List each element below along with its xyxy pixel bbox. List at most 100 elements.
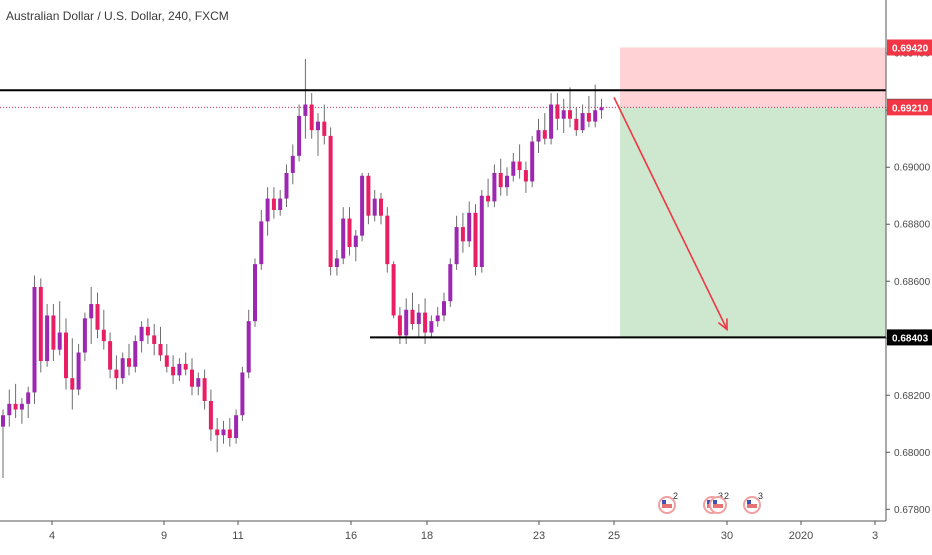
candle-up bbox=[1, 415, 5, 427]
candle-down bbox=[366, 175, 371, 216]
economic-event-flag-canton bbox=[707, 500, 711, 504]
candle-up bbox=[259, 221, 264, 265]
price-tick-label: 0.68800 bbox=[894, 220, 931, 231]
economic-event-flag-canton bbox=[662, 500, 666, 504]
price-tick-label: 0.67800 bbox=[894, 505, 931, 516]
candle-down bbox=[271, 198, 276, 210]
candle-down bbox=[385, 215, 390, 265]
candle-up bbox=[57, 332, 62, 350]
economic-event-count: 3 bbox=[718, 491, 723, 501]
candle-down bbox=[202, 378, 207, 401]
time-tick-label: 9 bbox=[161, 530, 167, 542]
candle-up bbox=[7, 403, 12, 416]
candle-up bbox=[372, 198, 377, 216]
time-tick-label: 25 bbox=[608, 530, 620, 542]
candle-down bbox=[309, 104, 314, 131]
price-axis-background bbox=[886, 0, 932, 550]
candle-down bbox=[227, 429, 232, 439]
candle-down bbox=[542, 130, 547, 139]
candles-group bbox=[1, 58, 604, 478]
candle-down bbox=[208, 400, 213, 430]
candle-up bbox=[19, 403, 24, 410]
candle-down bbox=[574, 118, 579, 131]
price-tick-label: 0.68000 bbox=[894, 448, 931, 459]
price-label-badge bbox=[887, 329, 932, 346]
candle-up bbox=[442, 301, 446, 316]
candle-down bbox=[64, 332, 68, 379]
candle-up bbox=[196, 378, 201, 387]
price-tick-label: 0.69000 bbox=[894, 163, 931, 174]
candle-up bbox=[221, 429, 226, 436]
candle-up bbox=[334, 258, 339, 267]
candle-down bbox=[127, 358, 131, 367]
economic-event-flag bbox=[713, 504, 723, 508]
candle-down bbox=[95, 304, 100, 330]
candle-up bbox=[416, 312, 421, 325]
candle-up bbox=[133, 341, 138, 367]
price-label-text: 0.69420 bbox=[892, 44, 929, 55]
candle-down bbox=[473, 212, 478, 267]
economic-event-count: 2 bbox=[673, 491, 678, 501]
candle-up bbox=[530, 141, 535, 182]
time-tick-label: 18 bbox=[421, 530, 433, 542]
time-tick-label: 2020 bbox=[789, 530, 813, 542]
candle-up bbox=[448, 264, 453, 302]
candle-down bbox=[70, 378, 75, 390]
candle-up bbox=[32, 286, 37, 393]
candle-up bbox=[290, 155, 295, 173]
candle-down bbox=[379, 198, 383, 216]
candle-down bbox=[347, 218, 352, 248]
candle-up bbox=[26, 392, 31, 404]
candle-up bbox=[246, 321, 251, 373]
candle-up bbox=[467, 212, 472, 242]
candle-down bbox=[101, 329, 106, 342]
candle-up bbox=[76, 352, 81, 390]
candle-up bbox=[278, 198, 283, 210]
candle-up bbox=[45, 315, 50, 362]
time-tick-label: 23 bbox=[533, 530, 545, 542]
candle-up bbox=[599, 107, 604, 111]
candle-up bbox=[492, 172, 497, 202]
candle-up bbox=[580, 113, 585, 131]
candle-up bbox=[82, 318, 87, 353]
price-tick-label: 0.68200 bbox=[894, 391, 931, 402]
candle-down bbox=[460, 227, 465, 242]
candle-up bbox=[454, 227, 459, 265]
candle-up bbox=[561, 110, 566, 119]
candle-up bbox=[341, 218, 346, 259]
candle-down bbox=[152, 335, 157, 344]
candle-down bbox=[568, 110, 572, 119]
candle-up bbox=[404, 309, 409, 336]
candle-down bbox=[215, 429, 220, 436]
candle-down bbox=[328, 135, 333, 267]
candle-up bbox=[505, 175, 509, 188]
candle-up bbox=[240, 372, 245, 416]
take-profit-zone bbox=[620, 107, 886, 338]
stop-loss-zone bbox=[620, 47, 886, 108]
candle-down bbox=[164, 355, 169, 367]
price-label-badge bbox=[887, 39, 932, 56]
candle-up bbox=[316, 121, 320, 131]
time-tick-label: 30 bbox=[721, 530, 733, 542]
time-tick-label: 4 bbox=[49, 530, 55, 542]
candle-down bbox=[498, 172, 503, 188]
time-tick-label: 11 bbox=[232, 530, 243, 542]
candle-down bbox=[38, 286, 43, 362]
candle-up bbox=[435, 315, 440, 322]
price-tick-label: 0.68600 bbox=[894, 277, 931, 288]
candle-up bbox=[234, 415, 239, 439]
time-tick-label: 16 bbox=[345, 530, 357, 542]
candle-up bbox=[429, 321, 434, 333]
candle-up bbox=[265, 198, 270, 222]
candle-down bbox=[486, 195, 491, 202]
candle-up bbox=[360, 175, 365, 236]
candle-up bbox=[479, 195, 484, 267]
economic-event-count: 2 bbox=[724, 491, 729, 501]
candle-down bbox=[171, 366, 176, 376]
candle-down bbox=[517, 161, 522, 171]
economic-event-flag-canton bbox=[713, 500, 717, 504]
candle-down bbox=[555, 104, 560, 119]
price-label-text: 0.69210 bbox=[892, 103, 929, 114]
